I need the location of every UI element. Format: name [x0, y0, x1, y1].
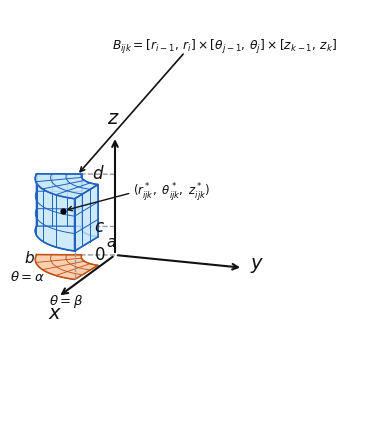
Polygon shape	[82, 174, 98, 237]
Text: $y$: $y$	[250, 256, 264, 275]
Polygon shape	[35, 255, 98, 279]
Polygon shape	[37, 174, 82, 226]
Text: $c$: $c$	[94, 217, 105, 235]
Polygon shape	[35, 174, 98, 199]
Text: $a$: $a$	[106, 235, 117, 250]
Polygon shape	[74, 185, 98, 251]
Text: $\theta = \alpha$: $\theta = \alpha$	[10, 270, 44, 283]
Text: $(r^*_{ijk},\ \theta^*_{ijk},\ z^*_{ijk})$: $(r^*_{ijk},\ \theta^*_{ijk},\ z^*_{ijk}…	[133, 182, 211, 204]
Text: $B_{ijk} = [r_{i-1},\, r_i] \times [\theta_{j-1},\, \theta_j] \times [z_{k-1},\,: $B_{ijk} = [r_{i-1},\, r_i] \times [\the…	[112, 38, 338, 56]
Text: $b$: $b$	[25, 250, 35, 267]
Polygon shape	[35, 226, 98, 251]
Text: $d$: $d$	[92, 165, 105, 183]
Text: $\theta = \beta$: $\theta = \beta$	[49, 293, 83, 311]
Polygon shape	[35, 174, 74, 251]
Text: $z$: $z$	[107, 109, 119, 128]
Text: $0$: $0$	[94, 246, 105, 264]
Text: $x$: $x$	[48, 304, 62, 323]
